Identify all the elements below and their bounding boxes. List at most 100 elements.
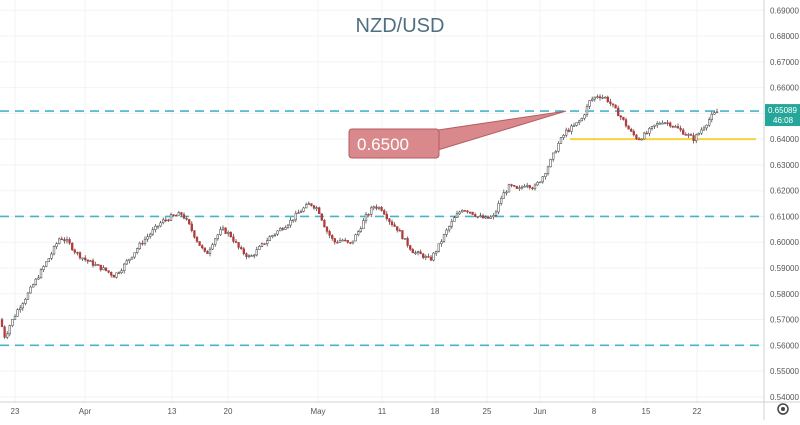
candle-body	[481, 215, 485, 219]
candle	[367, 213, 370, 216]
candle-body	[549, 159, 552, 168]
candle-body	[484, 216, 487, 219]
candle-body	[73, 249, 76, 253]
candle-body	[260, 243, 264, 247]
candle-body	[349, 242, 352, 244]
candle	[102, 265, 105, 271]
candle-body	[65, 239, 69, 242]
candle	[71, 242, 74, 251]
candle	[346, 240, 349, 244]
candle-body	[133, 252, 136, 258]
candle-body	[3, 326, 6, 338]
y-tick-label: 0.57000	[770, 316, 799, 325]
candle-body	[622, 116, 625, 120]
candle	[162, 217, 165, 225]
candle-body	[700, 129, 703, 134]
candle-body	[388, 218, 391, 223]
candle-body	[0, 319, 4, 328]
candle	[455, 210, 459, 219]
candle	[190, 221, 193, 233]
candle	[115, 272, 118, 279]
candle-body	[702, 127, 706, 131]
settings-gear-icon[interactable]	[777, 403, 789, 415]
candle-body	[614, 104, 617, 109]
candle-body	[713, 112, 716, 115]
candle	[341, 238, 344, 242]
candle	[307, 201, 310, 205]
candle	[637, 136, 641, 141]
candle-body	[302, 207, 305, 212]
candle	[89, 259, 92, 262]
candle-body	[357, 231, 360, 235]
candle-body	[258, 246, 261, 250]
candle	[125, 258, 128, 265]
candle	[661, 120, 664, 125]
candle	[362, 218, 365, 230]
candle-body	[130, 256, 134, 260]
candle-body	[513, 184, 516, 187]
candle	[658, 121, 661, 125]
candle	[505, 190, 508, 196]
candle-body	[468, 211, 472, 214]
candle-body	[705, 124, 708, 129]
candle	[476, 216, 479, 219]
candle-body	[479, 215, 482, 217]
candle-body	[471, 211, 474, 215]
candle	[513, 184, 516, 187]
candle	[536, 181, 539, 186]
candle	[416, 250, 420, 256]
y-tick-label: 0.58000	[770, 290, 799, 299]
candle-body	[201, 245, 204, 249]
candle-body	[645, 132, 648, 135]
candle-body	[143, 238, 147, 244]
candle	[702, 125, 706, 132]
candle-body	[307, 203, 310, 205]
candle-body	[325, 226, 329, 232]
candle-body	[656, 123, 659, 126]
candle-body	[55, 243, 58, 247]
candle-body	[505, 191, 508, 194]
candle-body	[552, 152, 555, 160]
candle-body	[393, 224, 396, 227]
candle-body	[435, 251, 438, 254]
candle-body	[180, 212, 183, 215]
candle	[601, 94, 604, 100]
candle	[554, 149, 557, 154]
candle	[411, 247, 414, 254]
candle-body	[679, 127, 682, 131]
candle	[666, 119, 669, 126]
candle-body	[151, 229, 154, 235]
candle-body	[669, 122, 672, 127]
candle-body	[216, 234, 219, 240]
candle	[643, 131, 646, 140]
candle-body	[159, 222, 162, 227]
x-axis[interactable]: 23 Apr 13 20 May 11 18 25 Jun 8 15 22	[0, 401, 800, 416]
candle-body	[630, 128, 633, 132]
candle	[609, 98, 612, 107]
candle	[240, 245, 243, 250]
price-label-countdown: 46:08	[773, 116, 794, 125]
candle-body	[344, 239, 347, 242]
candle	[237, 242, 240, 250]
candle	[627, 125, 630, 130]
candle-body	[380, 207, 383, 211]
candle-body	[279, 228, 282, 232]
candle	[692, 132, 695, 144]
candle	[297, 209, 300, 214]
candle-body	[359, 228, 362, 232]
y-tick-label: 0.69000	[770, 6, 799, 15]
candle	[284, 225, 287, 230]
candle-body	[338, 240, 342, 243]
candle-body	[461, 210, 464, 213]
candle	[713, 110, 716, 115]
candle	[492, 213, 495, 220]
candle-body	[112, 274, 115, 278]
candle-body	[650, 126, 654, 129]
y-axis[interactable]: 0.690000.680000.670000.660000.650000.640…	[763, 0, 800, 420]
candle-body	[676, 126, 680, 129]
candle	[167, 218, 170, 222]
candle	[97, 263, 100, 266]
candle	[349, 242, 352, 245]
candle	[531, 186, 534, 191]
